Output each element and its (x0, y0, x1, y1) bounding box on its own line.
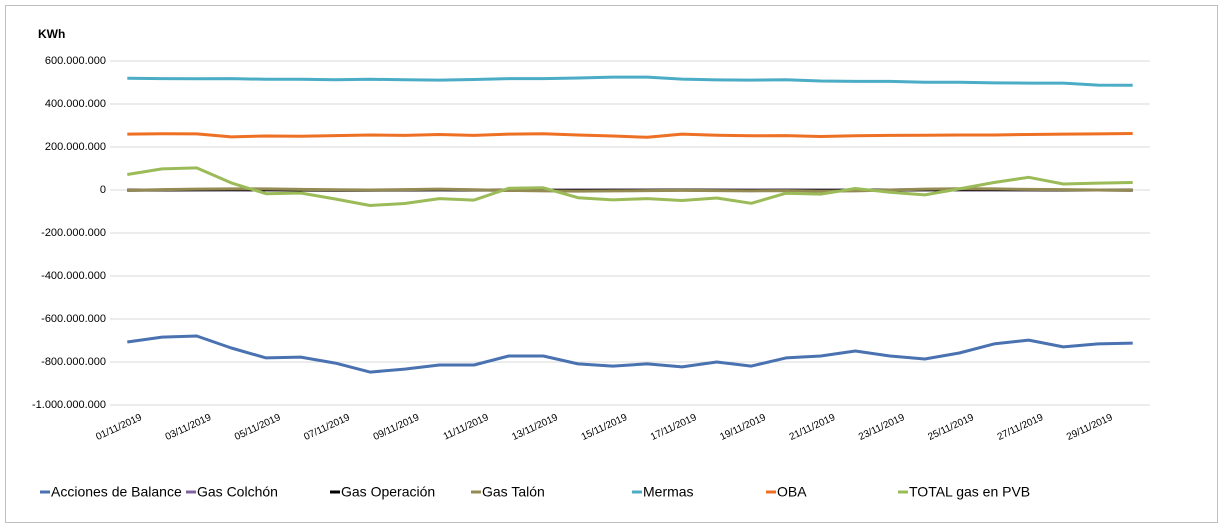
y-axis-label: KWh (38, 27, 65, 41)
y-tick-label: 600.000.000 (45, 55, 106, 67)
y-tick-label: 400.000.000 (45, 98, 106, 110)
series-line (127, 75, 1133, 87)
y-tick-label: 0 (100, 184, 106, 196)
series-line (127, 132, 1133, 139)
legend-label: Acciones de Balance (51, 484, 182, 500)
legend-label: OBA (777, 484, 807, 500)
series-line (127, 166, 1133, 207)
y-tick-label: 200.000.000 (45, 141, 106, 153)
legend-label: TOTAL gas en PVB (909, 484, 1030, 500)
y-tick-label: -600.000.000 (41, 313, 106, 325)
legend-label: Gas Talón (482, 484, 545, 500)
chart-frame (5, 5, 1218, 523)
y-tick-label: -200.000.000 (41, 227, 106, 239)
series-line (127, 334, 1133, 374)
y-tick-label: -800.000.000 (41, 356, 106, 368)
legend-label: Gas Colchón (197, 484, 278, 500)
y-tick-label: -400.000.000 (41, 270, 106, 282)
legend-label: Gas Operación (341, 484, 435, 500)
legend-label: Mermas (643, 484, 694, 500)
y-tick-label: -1.000.000.000 (32, 399, 106, 411)
